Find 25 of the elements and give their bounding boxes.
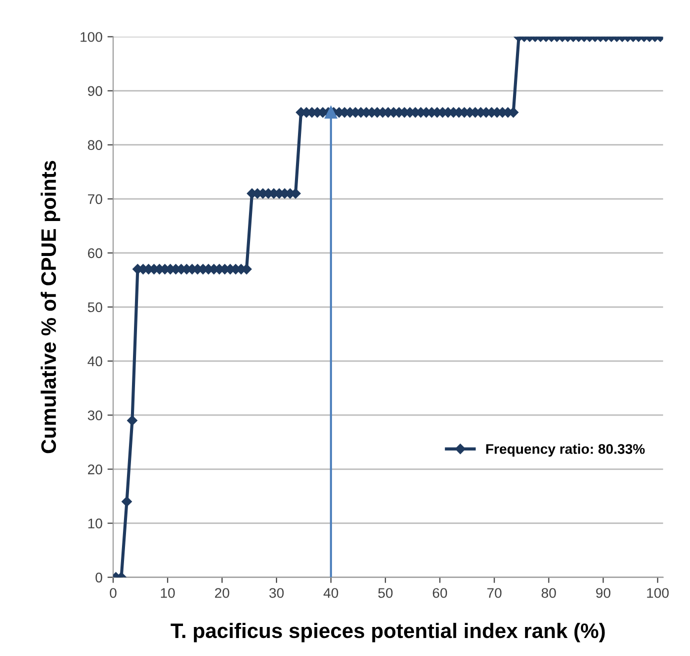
y-tick-label: 30 (88, 410, 102, 420)
y-tick-label: 40 (88, 356, 102, 366)
x-tick-label: 20 (215, 588, 230, 598)
y-tick-label: 90 (88, 86, 102, 96)
x-tick-label: 90 (596, 588, 610, 598)
x-tick-label: 100 (647, 588, 669, 598)
x-tick-label: 70 (487, 588, 502, 598)
y-tick-label: 70 (88, 194, 102, 204)
y-tick-label: 10 (88, 518, 102, 528)
x-tick-label: 50 (378, 588, 393, 598)
y-tick-label: 20 (88, 464, 102, 474)
x-tick-label: 10 (160, 588, 175, 598)
y-tick-label: 60 (88, 248, 102, 258)
x-tick-label: 30 (269, 588, 284, 598)
y-tick-label: 100 (80, 32, 102, 42)
y-tick-label: 0 (96, 572, 102, 582)
y-tick-label: 80 (88, 140, 102, 150)
y-tick-label: 50 (88, 302, 102, 312)
x-axis-title: T. pacificus spieces potential index rank (%) (170, 622, 605, 642)
x-tick-label: 60 (432, 588, 448, 598)
legend-label: Frequency ratio: 80.33% (486, 444, 645, 457)
x-tick-label: 80 (542, 588, 556, 598)
x-tick-label: 40 (324, 588, 338, 598)
y-axis-title: Cumulative % of CPUE points (40, 160, 60, 454)
x-tick-label: 0 (110, 588, 116, 598)
